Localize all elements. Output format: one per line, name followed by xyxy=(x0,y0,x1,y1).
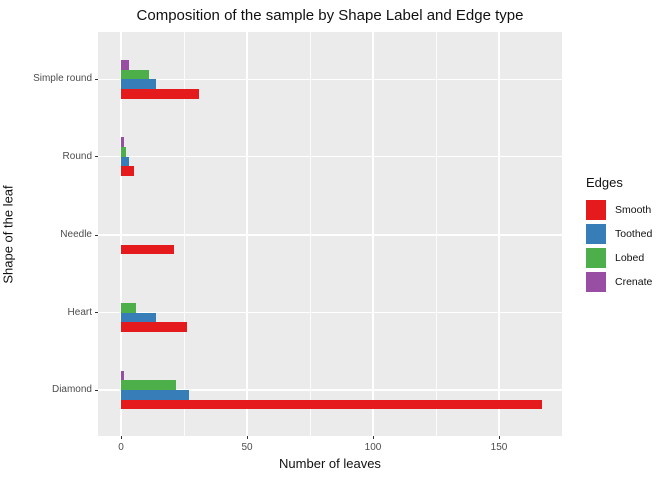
legend-entry-label: Crenate xyxy=(615,276,653,288)
gridline-major-horizontal xyxy=(98,155,562,158)
bar-lobed-simple-round xyxy=(121,69,149,80)
bar-lobed-round xyxy=(121,147,127,157)
x-tick-mark xyxy=(120,436,122,439)
chart-title: Composition of the sample by Shape Label… xyxy=(136,7,524,24)
legend-entry-lobed: Lobed xyxy=(584,247,644,270)
y-axis-title: Shape of the leaf xyxy=(0,185,16,284)
legend-entry-label: Lobed xyxy=(615,252,645,264)
gridline-major-vertical xyxy=(120,32,122,436)
y-tick-label: Needle xyxy=(60,229,92,240)
bar-lobed-diamond xyxy=(121,380,177,390)
legend-entry-toothed: Toothed xyxy=(584,223,652,246)
y-tick-label: Round xyxy=(62,150,92,162)
bar-toothed-diamond xyxy=(121,390,190,400)
bar-toothed-round xyxy=(121,156,129,167)
gridline-major-horizontal xyxy=(98,78,562,81)
legend-key-swatch xyxy=(586,200,606,220)
plot-panel xyxy=(98,32,562,436)
y-tick-label: Heart xyxy=(67,306,92,318)
bar-crenate-diamond xyxy=(121,370,124,381)
bar-toothed-heart xyxy=(121,312,157,323)
legend-title: Edges xyxy=(586,175,623,190)
bar-smooth-needle xyxy=(121,244,174,255)
x-tick-label: 0 xyxy=(118,442,124,453)
x-tick-label: 150 xyxy=(490,442,508,453)
x-tick-label: 50 xyxy=(241,442,253,453)
bar-lobed-heart xyxy=(121,303,137,313)
legend-entry-smooth: Smooth xyxy=(584,199,651,222)
x-tick-mark xyxy=(372,436,374,439)
y-tick-mark xyxy=(94,156,98,158)
gridline-major-vertical xyxy=(246,32,248,436)
y-tick-mark xyxy=(94,312,98,314)
gridline-major-horizontal xyxy=(98,311,562,314)
legend-entry-label: Toothed xyxy=(615,228,653,240)
legend-key-swatch xyxy=(586,272,606,292)
y-tick-mark xyxy=(94,234,98,236)
x-tick-mark xyxy=(246,436,248,439)
gridline-major-horizontal xyxy=(98,234,562,236)
bar-smooth-simple-round xyxy=(121,89,200,99)
bar-toothed-simple-round xyxy=(121,79,157,89)
legend-key-swatch xyxy=(586,224,606,244)
bar-crenate-simple-round xyxy=(121,59,129,70)
y-tick-label: Diamond xyxy=(51,384,92,395)
gridline-major-vertical xyxy=(498,32,500,436)
bar-smooth-diamond xyxy=(121,399,542,410)
gridline-minor-vertical xyxy=(435,32,437,436)
y-tick-mark xyxy=(94,389,98,391)
bar-smooth-heart xyxy=(121,322,187,333)
x-axis-title: Number of leaves xyxy=(279,456,381,471)
gridline-minor-vertical xyxy=(183,32,185,436)
bar-smooth-round xyxy=(121,166,134,177)
gridline-major-horizontal xyxy=(98,389,562,391)
y-tick-mark xyxy=(94,78,98,80)
legend-key-swatch xyxy=(586,248,606,268)
gridline-minor-vertical xyxy=(309,32,311,436)
x-tick-mark xyxy=(498,436,500,439)
legend: Edges Smooth Toothed Lobed Crenate xyxy=(584,175,652,295)
legend-entry-label: Smooth xyxy=(615,204,652,216)
legend-entries: Smooth Toothed Lobed Crenate xyxy=(584,199,652,294)
gridline-major-vertical xyxy=(372,32,374,436)
y-tick-label: Simple round xyxy=(33,73,92,85)
legend-entry-crenate: Crenate xyxy=(584,271,652,294)
x-tick-label: 100 xyxy=(364,442,382,453)
bar-crenate-round xyxy=(121,137,124,147)
